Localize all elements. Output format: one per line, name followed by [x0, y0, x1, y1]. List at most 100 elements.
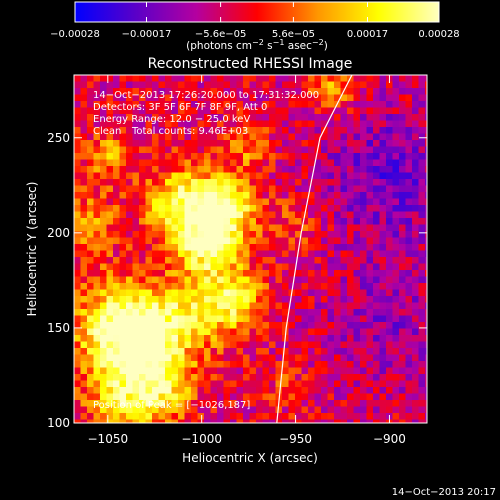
heatmap-cell — [145, 315, 153, 323]
heatmap-cell — [308, 413, 315, 420]
heatmap-cell — [301, 263, 309, 271]
heatmap-cell — [275, 127, 283, 134]
heatmap-cell — [145, 101, 153, 108]
heatmap-cell — [80, 302, 88, 310]
heatmap-cell — [282, 309, 289, 316]
heatmap-cell — [93, 179, 101, 186]
heatmap-cell — [275, 387, 283, 394]
heatmap-cell — [386, 205, 393, 212]
heatmap-cell — [360, 166, 367, 173]
heatmap-cell — [360, 179, 367, 186]
heatmap-cell — [145, 192, 153, 199]
heatmap-cell — [158, 81, 166, 89]
heatmap-cell — [379, 75, 387, 82]
heatmap-cell — [197, 120, 205, 128]
heatmap-cell — [158, 315, 166, 323]
heatmap-cell — [191, 296, 198, 303]
heatmap-cell — [113, 328, 120, 336]
heatmap-cell — [178, 387, 185, 394]
heatmap-cell — [347, 218, 354, 225]
heatmap-cell — [145, 374, 153, 381]
heatmap-cell — [184, 218, 192, 225]
heatmap-cell — [230, 335, 237, 342]
heatmap-cell — [418, 224, 426, 232]
colorbar-ticks: −0.00028 −0.00017 −5.6e−05 5.6e−05 0.00017 0.… — [50, 2, 460, 40]
heatmap-cell — [210, 413, 218, 420]
heatmap-cell — [308, 127, 315, 134]
heatmap-cell — [126, 101, 133, 108]
heatmap-cell — [256, 140, 263, 147]
heatmap-cell — [321, 413, 328, 420]
heatmap-cell — [288, 387, 296, 394]
heatmap-cell — [80, 198, 88, 206]
heatmap-cell — [152, 101, 159, 108]
heatmap-cell — [340, 276, 348, 284]
heatmap-cell — [295, 367, 302, 375]
heatmap-cell — [373, 192, 380, 199]
heatmap-cell — [158, 120, 166, 128]
heatmap-cell — [139, 296, 146, 303]
heatmap-cell — [412, 361, 419, 368]
heatmap-cell — [100, 348, 107, 355]
heatmap-cell — [145, 393, 153, 401]
heatmap-cell — [327, 198, 335, 206]
heatmap-cell — [360, 172, 367, 180]
heatmap-cell — [152, 81, 159, 89]
heatmap-cell — [295, 166, 302, 173]
heatmap-cell — [217, 88, 224, 95]
heatmap-cell — [191, 354, 198, 362]
heatmap-cell — [132, 185, 140, 193]
heatmap-cell — [236, 179, 244, 186]
heatmap-cell — [243, 153, 250, 160]
heatmap-cell — [236, 374, 244, 381]
heatmap-cell — [230, 120, 237, 128]
heatmap-cell — [243, 114, 250, 121]
heatmap-cell — [412, 283, 419, 290]
heatmap-cell — [80, 380, 88, 388]
heatmap-cell — [405, 205, 413, 212]
heatmap-cell — [93, 94, 101, 102]
heatmap-cell — [392, 257, 400, 264]
heatmap-cell — [139, 302, 146, 310]
heatmap-cell — [269, 146, 276, 154]
heatmap-cell — [399, 153, 406, 160]
heatmap-cell — [145, 270, 153, 277]
heatmap-cell — [80, 354, 88, 362]
heatmap-cell — [80, 120, 88, 128]
heatmap-cell — [100, 400, 107, 407]
heatmap-cell — [282, 218, 289, 225]
heatmap-cell — [399, 198, 406, 206]
heatmap-cell — [386, 335, 393, 342]
heatmap-cell — [399, 328, 406, 336]
colorbar-tick-label: −0.00017 — [122, 29, 172, 40]
heatmap-cell — [379, 263, 387, 271]
heatmap-cell — [87, 276, 94, 284]
heatmap-cell — [113, 302, 120, 310]
heatmap-cell — [425, 94, 427, 102]
heatmap-cell — [100, 374, 107, 381]
heatmap-cell — [301, 166, 309, 173]
heatmap-cell — [126, 413, 133, 420]
heatmap-cell — [301, 406, 309, 414]
heatmap-cell — [412, 146, 419, 154]
heatmap-cell — [249, 153, 257, 160]
heatmap-cell — [405, 237, 413, 245]
heatmap-cell — [217, 224, 224, 232]
heatmap-cell — [80, 367, 88, 375]
heatmap-cell — [223, 81, 231, 89]
heatmap-cell — [282, 257, 289, 264]
solar-limb-line — [276, 74, 353, 424]
heatmap-cell — [80, 231, 88, 238]
heatmap-cell — [256, 374, 263, 381]
heatmap-cell — [327, 179, 335, 186]
heatmap-cell — [334, 205, 341, 212]
heatmap-cell — [87, 354, 94, 362]
heatmap-cell — [314, 107, 322, 115]
heatmap-cell — [236, 205, 244, 212]
heatmap-cell — [314, 198, 322, 206]
heatmap-cell — [230, 94, 237, 102]
heatmap-cell — [158, 244, 166, 251]
heatmap-cell — [425, 133, 427, 141]
heatmap-cell — [236, 309, 244, 316]
